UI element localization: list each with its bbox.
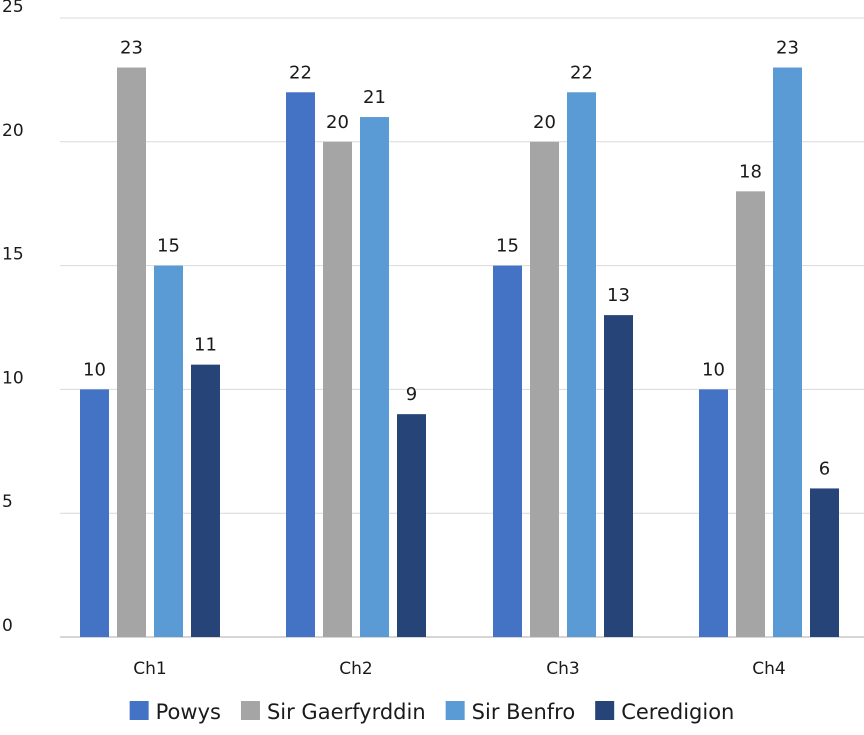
category-label-ch2: Ch2 [339,659,372,679]
legend: Powys Sir Gaerfyrddin Sir Benfro Ceredigion [129,700,734,724]
data-label: 13 [607,285,630,306]
bar-ch4-sir-benfro [773,67,802,637]
data-label: 10 [83,359,106,380]
legend-item-ceredigion: Ceredigion [595,700,734,724]
bars [80,67,839,638]
bar-ch1-ceredigion [191,364,220,637]
bar-ch3-ceredigion [604,315,633,637]
bar-ch2-sir-benfro [360,117,389,638]
legend-item-powys: Powys [129,700,221,724]
data-label: 15 [157,236,180,257]
category-label-ch3: Ch3 [546,659,579,679]
bar-ch2-ceredigion [397,414,426,637]
legend-item-sir-gaerfyrddin: Sir Gaerfyrddin [240,700,426,724]
bar-ch1-sir-gaerfyrddin [117,67,146,637]
category-label-ch4: Ch4 [752,659,785,679]
legend-swatch [595,701,615,720]
x-axis-categories: Ch1 Ch2 Ch3 Ch4 [133,659,785,679]
bar-ch1-powys [80,389,109,637]
data-label: 9 [406,384,417,405]
legend-item-sir-benfro: Sir Benfro [445,700,576,724]
data-label: 6 [819,458,830,479]
bar-ch3-sir-benfro [567,92,596,637]
legend-label: Ceredigion [621,700,734,724]
bar-ch3-powys [493,265,522,637]
data-label: 23 [120,38,143,59]
data-label: 10 [702,359,725,380]
bar-ch4-ceredigion [810,488,839,637]
legend-label: Powys [156,700,221,724]
data-label: 11 [194,335,217,356]
category-label-ch1: Ch1 [133,659,166,679]
bar-ch1-sir-benfro [154,265,183,637]
data-label: 18 [739,161,762,182]
legend-swatch [240,701,260,720]
legend-swatch [129,701,149,720]
data-labels: 10 23 15 11 22 20 21 9 15 20 22 13 10 18 23 6 [83,38,830,480]
data-label: 22 [289,62,312,83]
bar-ch2-sir-gaerfyrddin [323,141,352,638]
y-tick-label: 25 [2,0,24,17]
data-label: 20 [326,112,349,133]
y-tick-label: 5 [2,492,13,512]
data-label: 21 [363,87,386,108]
bar-ch4-sir-gaerfyrddin [736,191,765,637]
y-axis-ticks: 0 5 10 15 20 25 [2,0,24,636]
data-label: 23 [776,38,799,59]
data-label: 15 [496,236,519,257]
y-tick-label: 20 [2,121,24,141]
y-tick-label: 15 [2,245,24,265]
y-tick-label: 10 [2,368,24,388]
legend-swatch [445,701,465,720]
y-tick-label: 0 [2,616,13,636]
bar-ch3-sir-gaerfyrddin [530,141,559,638]
data-label: 20 [533,112,556,133]
legend-label: Sir Gaerfyrddin [267,700,426,724]
data-label: 22 [570,62,593,83]
legend-label: Sir Benfro [472,700,576,724]
bar-ch4-powys [699,389,728,637]
bar-ch2-powys [286,92,315,637]
